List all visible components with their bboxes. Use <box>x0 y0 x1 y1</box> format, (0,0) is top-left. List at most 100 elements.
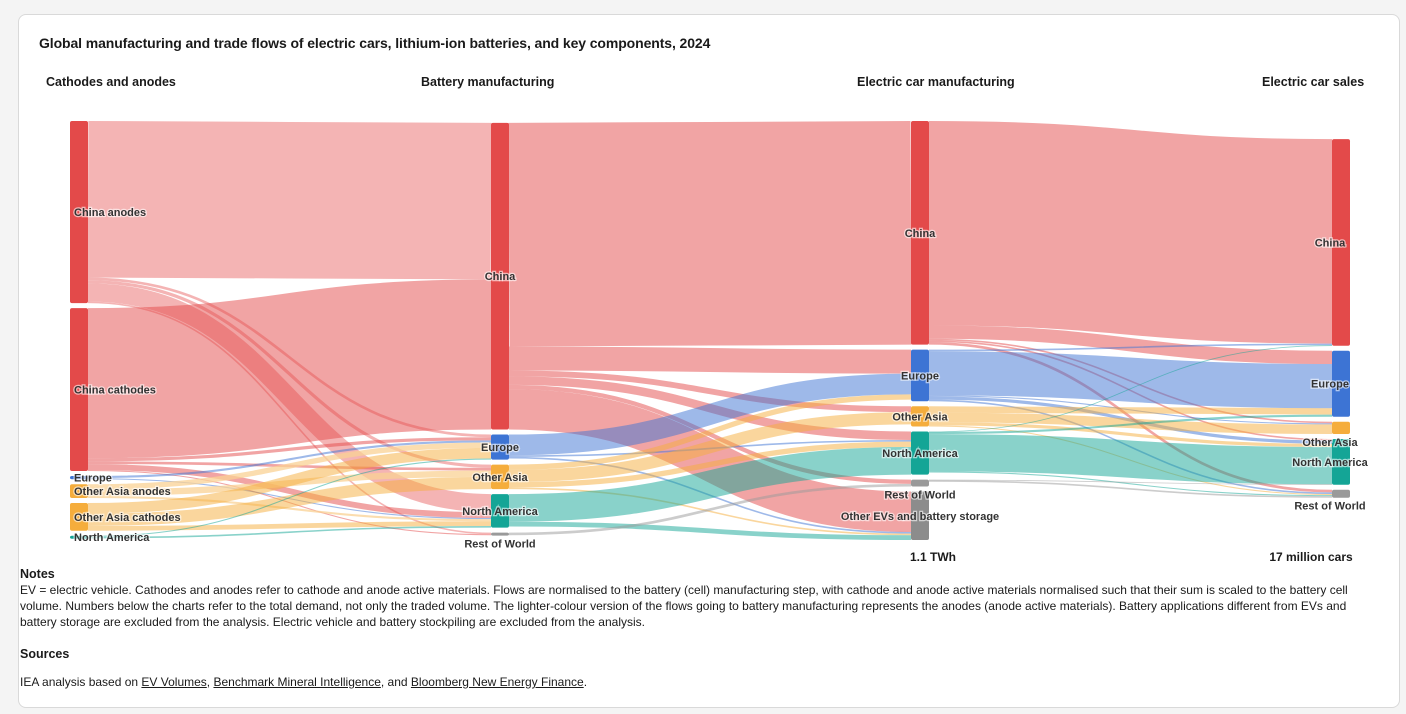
node-s_cn[interactable] <box>1332 139 1350 346</box>
battery-total-label: 1.1 TWh <box>910 550 956 564</box>
flow-m_oa-to-s_eu[interactable] <box>928 406 1333 415</box>
node-label-s_eu: Europe <box>1311 379 1349 391</box>
sankey-nodes <box>70 121 1350 540</box>
flow-m_na-to-s_eu[interactable] <box>928 414 1333 435</box>
node-m_ot[interactable] <box>911 491 929 540</box>
node-m_oa[interactable] <box>911 406 929 427</box>
node-s_rw[interactable] <box>1332 489 1350 498</box>
node-label-b_cn: China <box>485 271 516 283</box>
flow-m_cn-to-s_cn[interactable] <box>928 121 1333 344</box>
flow-c_oa_ca-to-b_eu[interactable] <box>87 447 492 514</box>
sources-heading: Sources <box>20 647 70 661</box>
flow-m_na-to-s_na[interactable] <box>928 434 1333 485</box>
node-c_na[interactable] <box>70 535 88 539</box>
node-m_cn[interactable] <box>911 121 929 345</box>
flow-b_oa-to-m_oa[interactable] <box>508 412 912 483</box>
node-s_na[interactable] <box>1332 438 1350 485</box>
flow-m_eu-to-s_cn[interactable] <box>928 343 1333 352</box>
notes-section: Notes EV = electric vehicle. Cathodes an… <box>20 566 1365 630</box>
column-header-battery-manufacturing: Battery manufacturing <box>421 75 555 89</box>
flow-m_rw-to-s_na[interactable] <box>928 479 1333 486</box>
node-label-c_oa_ca: Other Asia cathodes <box>74 512 181 524</box>
sources-prefix: IEA analysis based on <box>20 675 142 689</box>
node-label-c_oa_an: Other Asia anodes <box>74 486 171 498</box>
node-c_cn_ca[interactable] <box>70 308 88 472</box>
node-m_rw[interactable] <box>911 479 929 487</box>
node-label-m_ot: Other EVs and battery storage <box>841 511 999 523</box>
node-c_oa_an[interactable] <box>70 484 88 499</box>
flow-m_rw-to-s_rw[interactable] <box>928 480 1333 498</box>
flow-m_na-to-s_cn[interactable] <box>928 345 1333 433</box>
node-label-b_eu: Europe <box>481 442 519 454</box>
flow-b_oa-to-m_na[interactable] <box>508 441 912 488</box>
source-link-ev-volumes[interactable]: EV Volumes <box>141 675 207 689</box>
node-label-m_oa: Other Asia <box>892 411 948 423</box>
flow-m_na-to-s_rw[interactable] <box>928 471 1333 497</box>
node-b_eu[interactable] <box>491 434 509 460</box>
flow-b_cn-to-m_cn[interactable] <box>508 121 912 347</box>
flow-c_oa_an-to-b_na[interactable] <box>87 495 492 522</box>
flow-m_eu-to-s_eu[interactable] <box>928 351 1333 409</box>
flow-m_cn-to-s_eu[interactable] <box>928 325 1333 365</box>
node-b_oa[interactable] <box>491 464 509 490</box>
node-m_na[interactable] <box>911 431 929 475</box>
sources-sep-1: , <box>206 675 214 689</box>
node-c_oa_ca[interactable] <box>70 503 88 531</box>
node-label-b_na: North America <box>462 506 538 518</box>
flow-c_eu-to-b_eu[interactable] <box>87 440 492 479</box>
flow-c_cn_an-to-b_cn[interactable] <box>87 121 492 280</box>
sources-section: Sources IEA analysis based on EV Volumes… <box>20 646 1365 702</box>
node-label-m_rw: Rest of World <box>884 490 955 502</box>
flow-b_oa-to-m_eu[interactable] <box>508 394 912 470</box>
flow-b_rw-to-m_rw[interactable] <box>508 483 912 536</box>
sources-suffix: . <box>583 675 588 689</box>
source-link-benchmark[interactable]: Benchmark Mineral Intelligence <box>213 675 381 689</box>
flow-b_na-to-m_na[interactable] <box>508 446 912 522</box>
node-label-c_na: North America <box>74 532 150 544</box>
sankey-links <box>87 121 1333 540</box>
flow-b_na-to-m_ot[interactable] <box>508 521 912 540</box>
column-header-car-manufacturing: Electric car manufacturing <box>857 75 1015 89</box>
node-label-c_cn_an: China anodes <box>74 207 146 219</box>
column-header-car-sales: Electric car sales <box>1262 75 1365 89</box>
node-b_rw[interactable] <box>491 532 509 536</box>
node-c_eu[interactable] <box>70 476 88 480</box>
node-label-b_rw: Rest of World <box>464 539 535 551</box>
notes-heading: Notes <box>20 567 55 581</box>
flow-c_oa_ca-to-b_oa[interactable] <box>87 476 492 526</box>
node-label-s_rw: Rest of World <box>1294 501 1365 513</box>
flow-c_cn_ca-to-b_cn[interactable] <box>87 279 492 459</box>
flow-b_cn-to-m_ot[interactable] <box>508 389 912 533</box>
flow-c_oa_ca-to-b_na[interactable] <box>87 521 492 531</box>
node-label-b_oa: Other Asia <box>472 472 528 484</box>
node-b_cn[interactable] <box>491 122 509 430</box>
flow-c_oa_an-to-b_eu[interactable] <box>87 442 492 490</box>
flow-b_cn-to-m_oa[interactable] <box>508 370 912 413</box>
node-s_eu[interactable] <box>1332 350 1350 417</box>
node-label-c_eu: Europe <box>74 473 112 485</box>
node-m_eu[interactable] <box>911 349 929 402</box>
flow-b_cn-to-m_eu[interactable] <box>508 346 912 374</box>
notes-text: EV = electric vehicle. Cathodes and anod… <box>20 583 1348 629</box>
sources-sep-2: , and <box>380 675 411 689</box>
flow-c_cn_ca-to-b_eu[interactable] <box>87 437 492 462</box>
flow-c_na-to-b_eu[interactable] <box>87 458 492 537</box>
flow-b_eu-to-m_eu[interactable] <box>508 373 912 456</box>
flow-c_na-to-b_na[interactable] <box>87 526 492 539</box>
node-label-m_eu: Europe <box>901 370 939 382</box>
node-c_cn_an[interactable] <box>70 121 88 304</box>
node-label-c_cn_ca: China cathodes <box>74 385 156 397</box>
node-b_na[interactable] <box>491 494 509 528</box>
node-label-s_oa: Other Asia <box>1302 437 1358 449</box>
sources-text: IEA analysis based on EV Volumes, Benchm… <box>20 674 1365 690</box>
sales-total-label: 17 million cars <box>1269 550 1353 564</box>
flow-m_oa-to-s_na[interactable] <box>928 422 1333 447</box>
node-s_oa[interactable] <box>1332 421 1350 434</box>
node-label-m_na: North America <box>882 448 958 460</box>
flow-b_oa-to-m_ot[interactable] <box>508 487 912 536</box>
source-link-bnef[interactable]: Bloomberg New Energy Finance <box>410 675 584 689</box>
column-header-cathodes-anodes: Cathodes and anodes <box>46 75 176 89</box>
flow-c_cn_ca-to-b_na[interactable] <box>87 464 492 519</box>
